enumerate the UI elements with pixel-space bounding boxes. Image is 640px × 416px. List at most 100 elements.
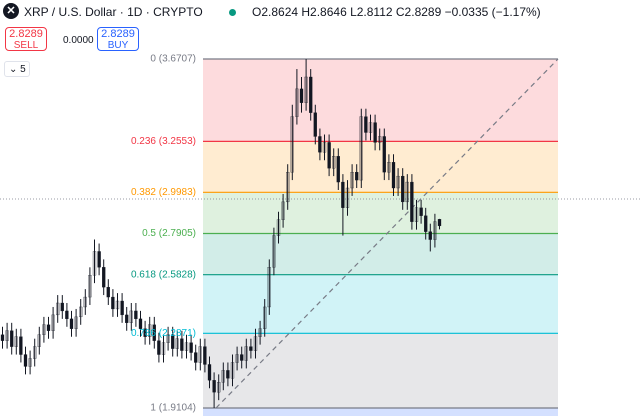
sell-button[interactable]: 2.8289 SELL xyxy=(5,27,47,51)
candle-body xyxy=(152,324,156,341)
candle-body xyxy=(143,328,147,337)
candle-body xyxy=(23,354,28,367)
candle-body xyxy=(74,316,78,329)
candle-body xyxy=(46,324,51,331)
ohlc: O2.8624 H2.8646 L2.8112 C2.8289 −0.0335 … xyxy=(252,5,541,19)
symbol-title[interactable]: XRP / U.S. Dollar · 1D · CRYPTO xyxy=(24,5,203,19)
candle-body xyxy=(359,116,363,181)
buy-button[interactable]: 2.8289 BUY xyxy=(97,27,139,51)
candle-body xyxy=(322,142,327,153)
candle-body xyxy=(97,251,101,268)
candle-body xyxy=(226,370,230,379)
candle-body xyxy=(51,314,55,331)
candle-body xyxy=(203,346,207,365)
candle-body xyxy=(230,362,235,379)
sell-price: 2.8289 xyxy=(9,28,43,40)
candle-body xyxy=(437,219,442,227)
candle-body xyxy=(14,336,18,347)
candle-body xyxy=(83,296,87,308)
candle-body xyxy=(19,336,23,355)
candle-body xyxy=(102,267,106,288)
candle-body xyxy=(387,162,391,173)
candle-body xyxy=(290,116,294,173)
candle-body xyxy=(281,201,285,220)
fib-label: 0.5 (2.7905) xyxy=(142,228,196,239)
candle-body xyxy=(258,328,262,337)
candle-body xyxy=(65,310,69,320)
candle-body xyxy=(368,122,373,133)
candle-body xyxy=(345,187,350,208)
spread: 0.0000 xyxy=(63,35,94,46)
candle-body xyxy=(336,156,340,183)
fib-band xyxy=(203,59,558,142)
candle-body xyxy=(60,302,64,312)
fib-label: 0.236 (3.2553) xyxy=(131,136,196,147)
candle-body xyxy=(286,171,290,203)
candle-body xyxy=(396,175,400,189)
candle-body xyxy=(171,334,175,349)
symbol-icon: ✕ xyxy=(3,3,19,19)
fib-label: 0 (3.6707) xyxy=(150,54,196,65)
candle-body xyxy=(148,324,152,337)
fib-band xyxy=(203,192,558,234)
candle-body xyxy=(313,112,317,137)
candle-body xyxy=(189,342,193,353)
indicators-toggle[interactable]: ⌄ 5 xyxy=(4,61,30,77)
candle-body xyxy=(410,181,414,222)
candle-body xyxy=(318,136,322,153)
candle-body xyxy=(69,318,74,329)
candle-body xyxy=(125,314,129,323)
fib-label: 0.786 (2.2871) xyxy=(131,328,196,339)
candle-body xyxy=(419,207,423,216)
candle-body xyxy=(129,310,133,323)
fib-band xyxy=(203,141,558,193)
fib-band xyxy=(203,333,558,408)
candle-body xyxy=(244,346,248,361)
candle-body xyxy=(355,171,359,181)
candle-body xyxy=(42,324,46,335)
candle-body xyxy=(157,340,161,355)
below-band xyxy=(203,408,558,416)
candle-body xyxy=(364,116,368,133)
candle-body xyxy=(249,346,253,351)
candle-body xyxy=(111,296,115,310)
candle-body xyxy=(194,352,198,363)
candle-body xyxy=(263,306,267,329)
candle-body xyxy=(33,346,37,359)
indicators-count: 5 xyxy=(20,64,26,75)
candle-body xyxy=(267,267,271,308)
candle-body xyxy=(235,354,239,363)
candle-body xyxy=(37,334,41,347)
candle-body xyxy=(433,221,437,240)
candle-body xyxy=(253,336,258,351)
candle-body xyxy=(56,302,60,316)
candle-body xyxy=(341,181,345,208)
candle-body xyxy=(138,318,143,329)
candle-body xyxy=(304,76,308,103)
fib-label: 0.618 (2.5828) xyxy=(131,269,196,280)
candle-body xyxy=(350,171,354,189)
candle-body xyxy=(240,354,244,361)
candle-body xyxy=(382,136,386,173)
candle-body xyxy=(217,382,221,393)
candle-body xyxy=(327,142,331,169)
candle-body xyxy=(207,364,212,381)
candle-body xyxy=(198,346,202,363)
candle-body xyxy=(180,338,184,351)
candle-body xyxy=(106,286,110,298)
candle-body xyxy=(28,358,32,367)
candle-body xyxy=(295,88,299,117)
fib-label: 0.382 (2.9983) xyxy=(131,187,196,198)
fib-band xyxy=(203,274,558,334)
candle-body xyxy=(401,175,405,203)
sell-label: SELL xyxy=(13,40,39,51)
header: ✕ XRP / U.S. Dollar · 1D · CRYPTO O2.862… xyxy=(0,0,640,24)
candle-body xyxy=(79,306,83,318)
candle-body xyxy=(0,334,5,341)
candle-body xyxy=(134,310,138,320)
candle-body xyxy=(166,334,170,343)
candle-body xyxy=(221,370,225,383)
candle-body xyxy=(428,231,432,240)
